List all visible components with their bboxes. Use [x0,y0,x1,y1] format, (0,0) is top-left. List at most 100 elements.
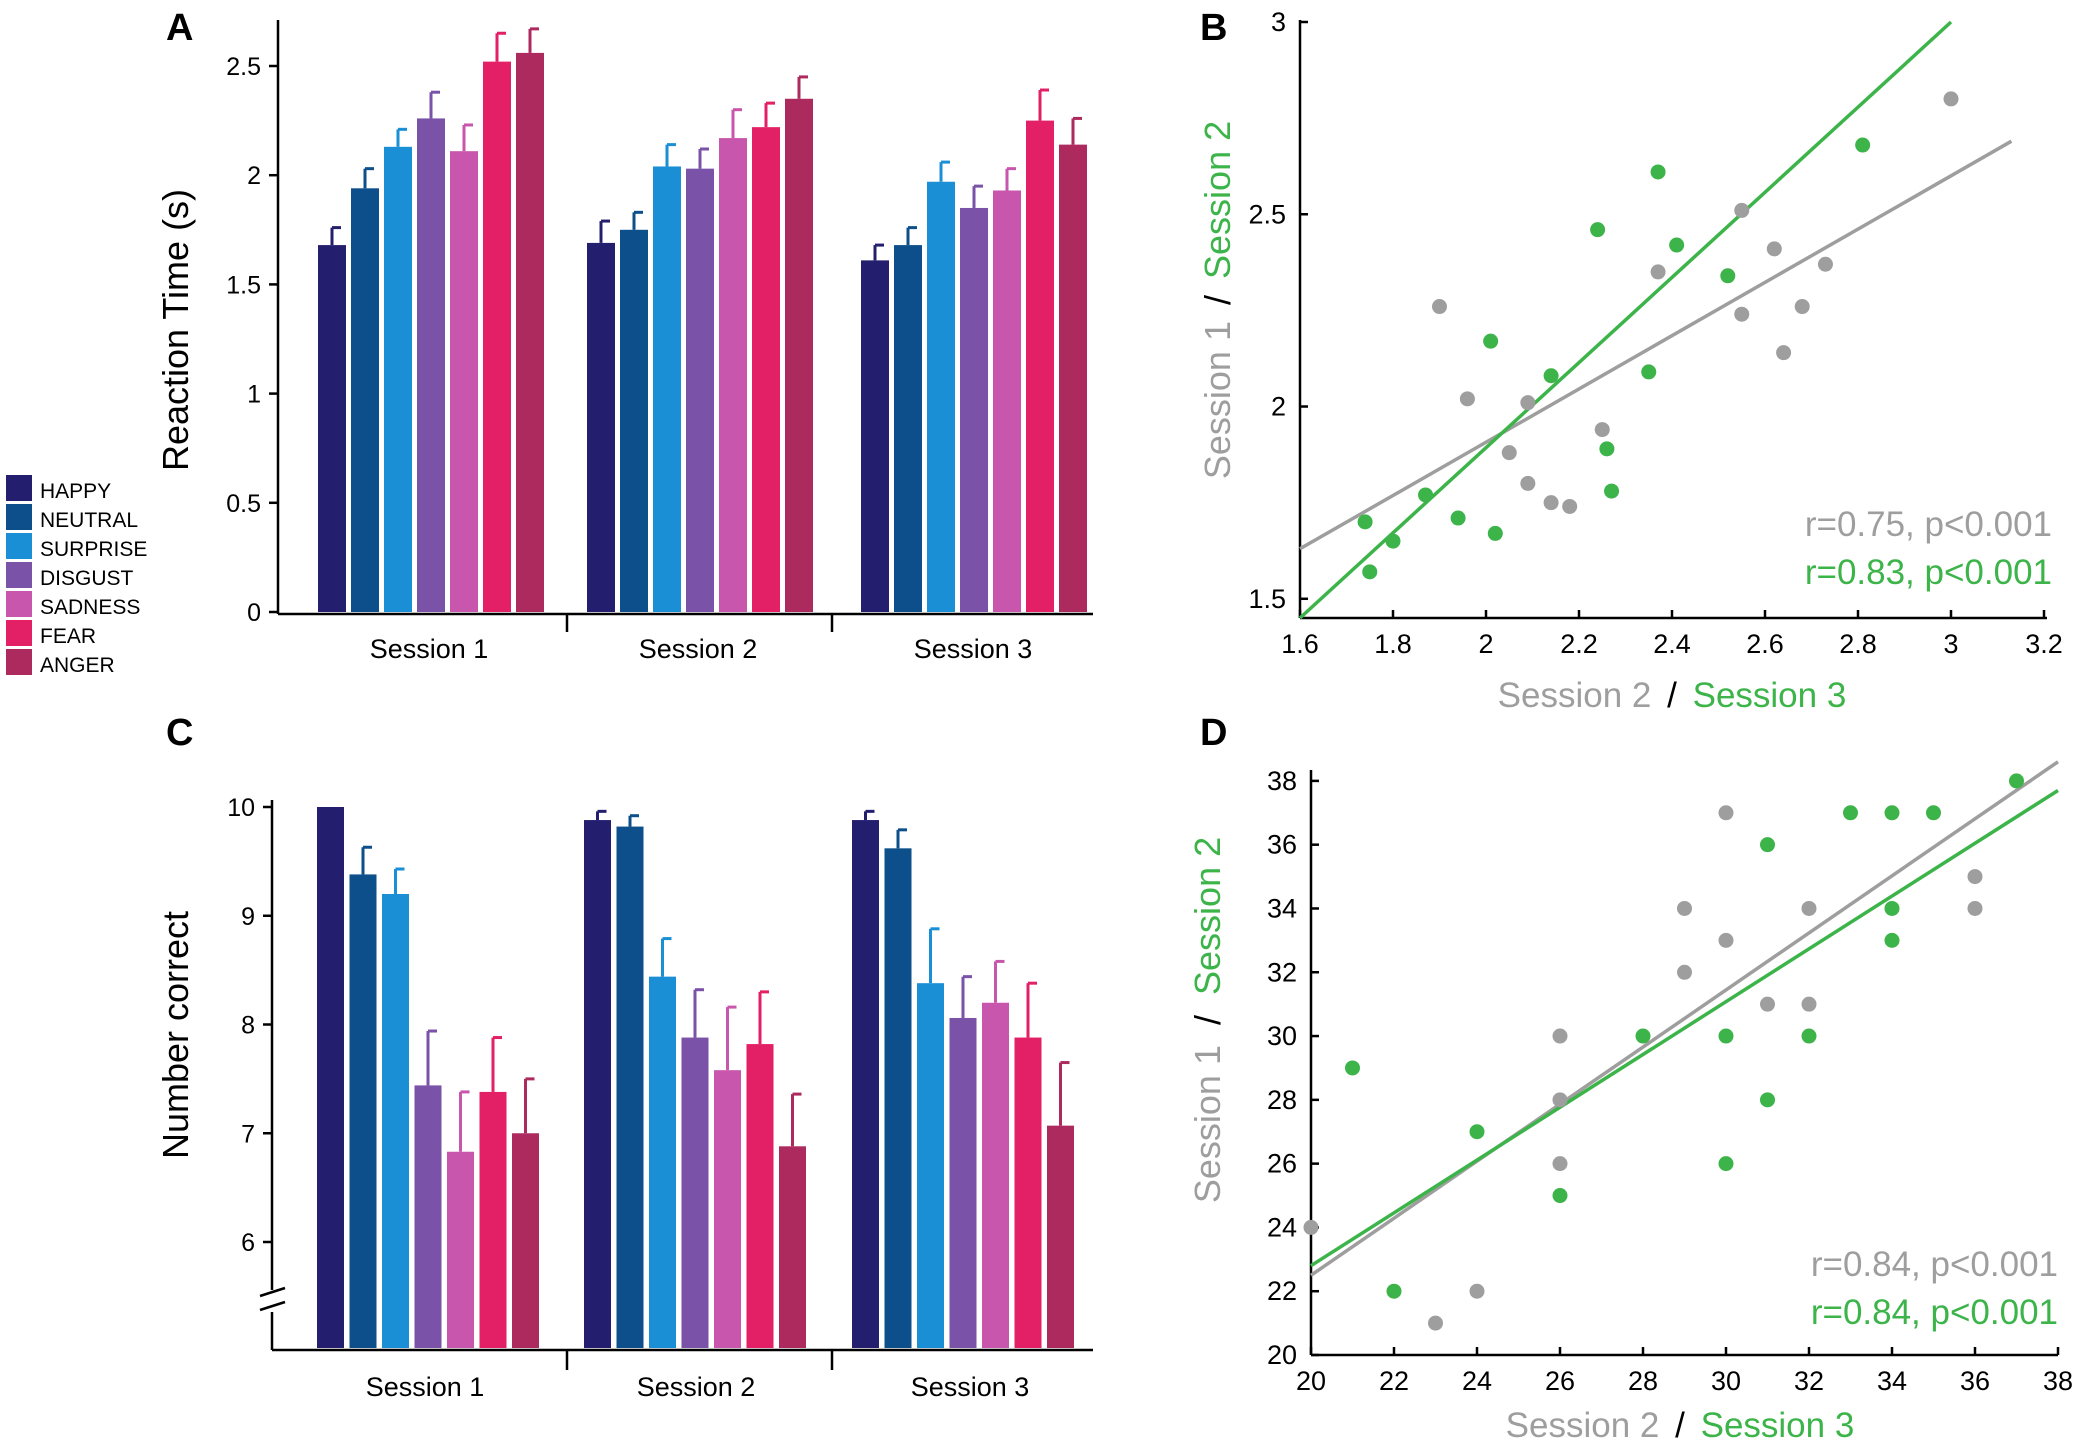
panel-b-point-gray-14 [1817,256,1833,272]
panel-b-point-gray-10 [1734,306,1750,322]
panel-b-xlabel-sep: / [1667,676,1677,715]
panel-b-point-gray-6 [1562,498,1578,514]
panel-c-bar-session-3-anger [1047,1125,1074,1348]
panel-c-bar-session-3-happy [852,820,879,1348]
panel-d-point-gray-2 [1469,1283,1485,1299]
panel-d-xlabel-b: Session 3 [1701,1406,1855,1445]
panel-b-annotation-gray: r=0.75, p<0.001 [1805,505,2052,544]
panel-a-category-session-1: Session 1 [370,634,489,664]
legend-label-anger: ANGER [40,654,115,677]
panel-d-xtick-label-24: 24 [1462,1366,1492,1396]
panel-d-point-green-11 [1884,805,1900,821]
panel-a-bar-session-3-fear [1026,120,1054,612]
panel-b-fit-line-green [1298,20,1953,620]
panel-a-bar-session-2-neutral [620,229,648,613]
panel-a-bar-session-1-fear [483,61,511,612]
panel-c-ytick-label-6: 6 [241,1229,255,1257]
panel-b-point-gray-4 [1520,475,1536,491]
panel-c-category-session-3: Session 3 [911,1372,1030,1402]
panel-a-bar-session-3-surprise [927,181,955,612]
panel-b-xtick-label-2-8: 2.8 [1839,629,1877,659]
panel-c-y-ticks: 6 7 8 9 10 [227,794,272,1257]
panel-c-ylabel: Number correct [155,911,196,1159]
panel-b-point-green-7 [1543,368,1559,384]
panel-d-fit-line-gray [1310,760,2059,1277]
panel-d-xtick-label-30: 30 [1711,1366,1741,1396]
panel-a-bar-session-3-happy [861,260,889,612]
panel-b-point-gray-3 [1501,445,1517,461]
panel-b-point-green-9 [1599,441,1615,457]
panel-b-point-green-3 [1418,487,1434,503]
panel-a-ylabel: Reaction Time (s) [155,189,196,471]
panel-b-point-gray-0 [1432,299,1447,315]
panel-d-ytick-label-22: 22 [1267,1276,1297,1306]
panel-label-d: D [1200,712,1227,754]
legend-swatch-neutral [6,504,32,530]
panel-a-ytick-label-2: 2 [247,162,261,190]
panel-c-bars [317,807,1074,1348]
panel-d-ytick-label-34: 34 [1267,893,1297,923]
panel-d-point-green-2 [1469,1124,1485,1140]
panel-d-ytick-label-38: 38 [1267,766,1297,796]
panel-d-point-gray-1 [1428,1315,1443,1331]
panel-b-xtick-label-2-6: 2.6 [1746,629,1784,659]
panel-b-point-gray-1 [1459,391,1475,407]
panel-b-point-gray-11 [1766,241,1782,257]
panel-c-bar-session-2-disgust [681,1037,709,1348]
panel-d-annotation-green: r=0.84, p<0.001 [1811,1293,2058,1332]
panel-d-ytick-label-32: 32 [1267,957,1297,987]
panel-a-bar-session-3-sadness [993,190,1021,612]
panel-d-xtick-label-28: 28 [1628,1366,1658,1396]
panel-b-point-green-6 [1487,525,1503,541]
panel-a: A Reaction Time (s) 0 0.5 1 1.5 2 2.5 Session… [155,7,1093,664]
panel-a-bar-session-1-surprise [384,146,412,613]
panel-b-point-green-10 [1604,483,1620,499]
panel-c-bar-session-2-happy [584,820,611,1348]
panel-d-point-gray-8 [1718,805,1734,821]
panel-d-point-green-15 [2009,773,2024,789]
panel-b-annotation-green: r=0.83, p<0.001 [1805,553,2052,592]
legend-label-sadness: SADNESS [40,596,140,619]
panel-d-xtick-label-36: 36 [1960,1366,1990,1396]
panel-c-axis-break-mark-2 [259,1300,286,1312]
panel-b-xtick-label-3-2: 3.2 [2025,629,2063,659]
panel-d-point-green-7 [1760,837,1775,853]
panel-d-point-green-0 [1345,1060,1360,1076]
panel-b-point-gray-12 [1776,345,1792,361]
panel-b-ytick-label-3: 3 [1271,7,1286,37]
legend-label-neutral: NEUTRAL [40,509,138,532]
panel-b-ticks: 1.6 1.8 2 2.2 2.4 2.6 2.8 3 3.2 1.5 2 2.5 3 [1248,7,2062,659]
panel-d-ylabel-a: Session 1 [1187,1045,1228,1203]
panel-b-ytick-label-2-5: 2.5 [1248,199,1286,229]
panel-label-b: B [1200,7,1227,49]
panel-c-bar-session-1-anger [512,1133,539,1348]
panel-a-bar-session-1-sadness [450,151,478,612]
panel-label-a: A [166,7,193,49]
panel-b-xlabel-b: Session 3 [1693,676,1847,715]
legend-swatch-anger [6,649,32,675]
panel-b-points [1357,91,1959,580]
panel-c-bar-session-3-sadness [982,1002,1009,1348]
panel-a-category-session-3: Session 3 [914,634,1033,664]
panel-c-bar-session-3-neutral [884,848,912,1348]
panel-d-ytick-label-28: 28 [1267,1085,1297,1115]
panel-c-bar-session-1-surprise [382,894,409,1348]
panel-b-xtick-label-1-8: 1.8 [1374,629,1412,659]
panel-b-point-green-15 [1855,137,1871,153]
legend-swatch-fear [6,620,32,646]
panel-d-ytick-label-26: 26 [1267,1149,1297,1179]
panel-c-bar-session-2-neutral [616,826,644,1348]
panel-a-ytick-label-2-5: 2.5 [226,53,261,81]
panel-a-bars [318,27,1087,613]
panel-c-bar-session-1-neutral [349,874,377,1348]
panel-d-xlabel-sep: / [1675,1406,1685,1445]
panel-c-ytick-label-10: 10 [227,794,255,822]
panel-d-point-gray-13 [1967,869,1983,885]
panel-a-bar-session-1-disgust [417,118,445,612]
panel-b-point-gray-5 [1543,495,1559,511]
panel-d-point-gray-6 [1677,900,1692,916]
panel-b-ylabel-a: Session 1 [1197,321,1238,479]
panel-d-point-green-12 [1884,900,1900,916]
panel-a-y-ticks: 0 0.5 1 1.5 2 2.5 [226,53,278,627]
panel-b-point-green-12 [1650,164,1666,180]
